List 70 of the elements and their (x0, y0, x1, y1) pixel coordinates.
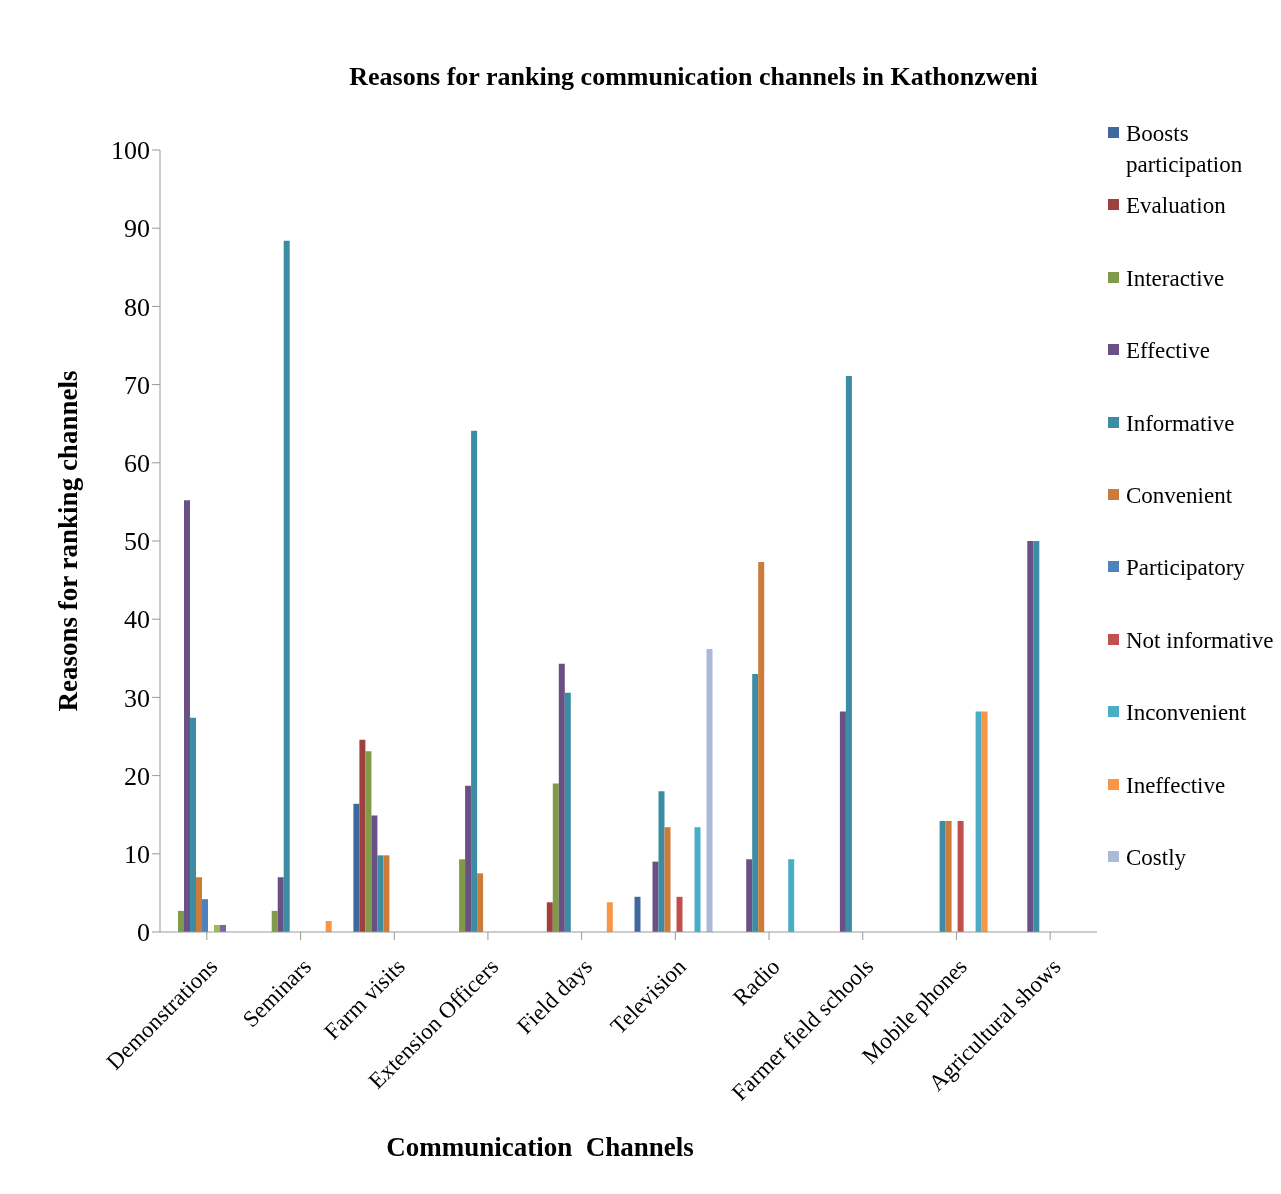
y-tick-label: 70 (124, 370, 150, 400)
y-axis-title: Reasons for ranking channels (52, 370, 84, 712)
bar (1033, 541, 1040, 932)
y-tick-label: 40 (124, 605, 150, 635)
y-tick-label: 80 (124, 292, 150, 322)
bar (664, 827, 671, 932)
bar (465, 785, 472, 932)
bar (471, 430, 478, 932)
bar (383, 855, 390, 932)
y-tick-label: 0 (137, 918, 150, 948)
bar (546, 902, 553, 932)
bar (359, 739, 366, 932)
bar (196, 877, 202, 932)
bar (845, 376, 852, 932)
y-tick-label: 60 (124, 449, 150, 479)
legend-label: Costly (1126, 844, 1187, 872)
bar (694, 827, 701, 932)
bar (371, 815, 378, 932)
bar (558, 663, 565, 932)
bar (277, 877, 284, 932)
bar (178, 910, 184, 932)
bar (1027, 541, 1034, 932)
chart-title: Reasons for ranking communication channels in Kathonzweni (348, 62, 1039, 92)
bar (365, 751, 372, 932)
x-axis-title: Communication Channels (385, 1132, 695, 1163)
legend-label: Not informative (1126, 626, 1274, 655)
legend-label: Evaluation (1126, 192, 1226, 221)
legend-label: Participatory (1126, 554, 1245, 583)
bar (325, 921, 332, 932)
bar (184, 500, 190, 932)
legend-label: Boosts participation (1126, 120, 1244, 179)
bar (939, 820, 946, 932)
bar (271, 910, 278, 932)
x-tick-label: Farm visits (319, 953, 410, 1045)
legend-label: Inconvenient (1126, 699, 1247, 728)
bar (652, 861, 659, 932)
bar (283, 240, 290, 932)
bar (634, 896, 641, 932)
y-tick-label: 30 (124, 683, 150, 713)
legend-label: Ineffective (1126, 771, 1226, 800)
bar (190, 717, 196, 932)
bar (459, 859, 466, 932)
legend-label: Convenient (1126, 482, 1233, 510)
bar (752, 673, 759, 932)
y-tick-label: 20 (124, 761, 150, 791)
bar (975, 711, 982, 932)
bar (957, 820, 964, 932)
bar (377, 855, 384, 932)
bar (552, 783, 559, 932)
bar (353, 803, 360, 932)
legend-label: Effective (1126, 337, 1210, 366)
bar (839, 711, 846, 932)
bar (564, 692, 571, 932)
bar (202, 899, 208, 932)
y-tick-label: 10 (124, 840, 150, 870)
bar (676, 896, 683, 932)
bar (945, 820, 952, 932)
bar (788, 859, 795, 932)
bar (606, 902, 613, 932)
y-tick-label: 50 (124, 527, 150, 557)
bar (706, 648, 713, 932)
legend-label: Interactive (1126, 264, 1225, 293)
y-tick-label: 90 (124, 214, 150, 244)
bar (746, 859, 753, 932)
y-tick-label: 100 (111, 136, 150, 166)
legend-label: Informative (1126, 409, 1235, 438)
bar (477, 873, 484, 932)
bar (758, 562, 765, 932)
bar (658, 791, 665, 932)
bar (981, 711, 988, 932)
